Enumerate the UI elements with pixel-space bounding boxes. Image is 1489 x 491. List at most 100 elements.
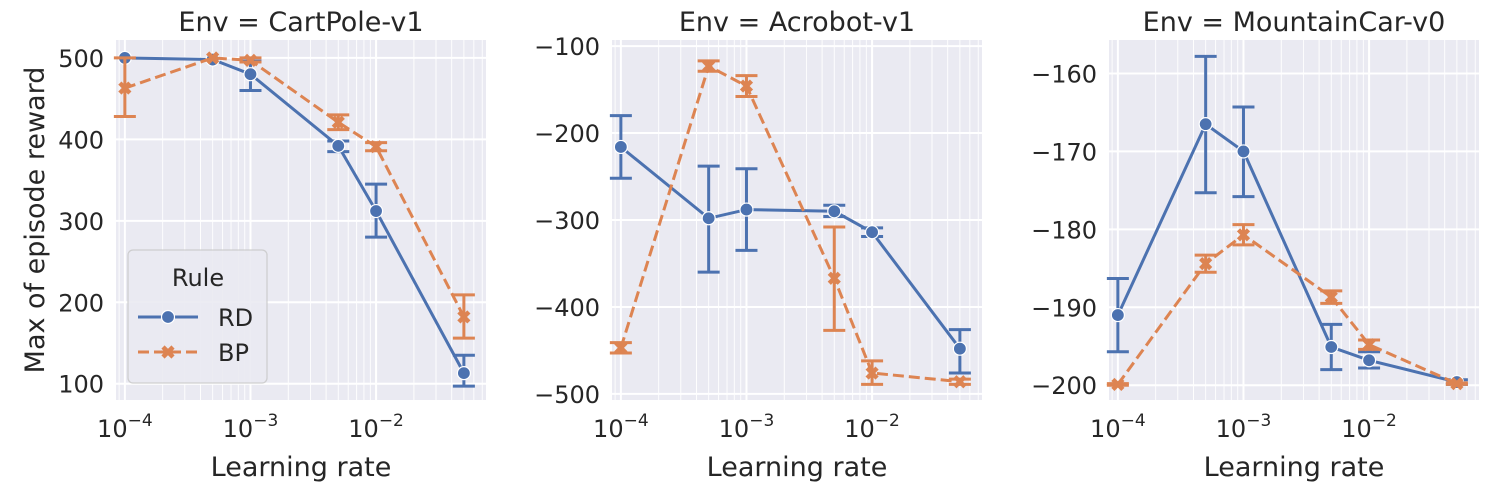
panel-title: Env = CartPole-v1 [178,7,423,38]
data-point-circle [1198,117,1213,132]
panel-2: 10−4 10−3 10−2 −500 −400 −300 −200 −100 Env = Ac… [534,7,982,483]
legend-title: Rule [172,264,224,292]
marker-stroke [1111,377,1125,392]
marker-stroke [457,310,471,324]
marker-stroke [1199,257,1213,271]
panel-3: 10−4 10−3 10−2 −200 −190 −180 −170 −160 Env = Mo… [1031,7,1479,483]
y-tick-label: 400 [58,126,104,154]
data-point-x [953,375,967,389]
y-tick-label: 100 [58,371,104,399]
x-tick-label: 10−4 [593,411,649,443]
series-line [1116,121,1458,384]
legend: Rule RD BP [127,249,268,384]
x-tick-label: 10−3 [1216,411,1272,443]
y-tick-label: 500 [58,45,104,73]
y-tick-label: 200 [58,289,104,317]
legend-label: RD [218,304,253,332]
legend-marker [160,309,176,325]
data-point-circle [456,366,471,381]
marker-stroke [118,81,132,95]
data-point-x [1199,257,1213,271]
y-tick-label: −180 [1031,216,1097,244]
data-point-x [243,53,258,67]
series-line [619,145,962,350]
x-tick-label: 10−4 [97,411,153,443]
marker-stroke [331,115,345,129]
data-point-circle [701,211,716,226]
y-tick-label: −190 [1031,294,1097,322]
y-tick-label: −500 [534,381,600,409]
data-point-x [1111,377,1125,392]
y-tick-label: −300 [534,207,600,235]
marker-stroke [1362,338,1376,352]
marker-stroke [1450,377,1464,391]
data-point-circle [243,67,258,82]
data-point-circle [1324,339,1339,355]
marker-stroke [739,79,754,93]
x-axis-label: Learning rate [707,452,888,483]
marker-stroke [243,53,258,67]
marker-stroke [1236,228,1251,242]
y-tick-label: −200 [1031,372,1097,400]
x-tick-label: 10−2 [1341,411,1397,443]
panel-title: Env = MountainCar-v0 [1143,7,1446,38]
panel-title: Env = Acrobot-v1 [679,7,915,38]
data-point-x [739,79,754,93]
data-point-x [1236,228,1251,242]
data-point-circle [1236,144,1251,159]
x-tick-label: 10−4 [1090,411,1146,443]
data-point-circle [613,139,628,155]
data-point-x [702,59,716,73]
y-tick-label: −100 [534,33,600,61]
data-point-circle [368,203,384,219]
data-point-x [369,140,383,154]
data-point-x [827,271,841,285]
data-point-x [457,310,471,324]
data-point-circle [331,138,346,153]
marker-stroke [206,51,220,65]
legend-marker [161,345,175,359]
data-point-circle [739,202,754,217]
series-bp [1106,223,1468,392]
series-line [1116,232,1458,386]
minor-gridlines [1111,40,1476,400]
data-point-x [1324,290,1338,304]
series-bp [609,59,971,389]
x-axis-label: Learning rate [1204,452,1385,483]
data-point-circle [1110,307,1125,323]
y-axis-label: Max of episode reward [20,67,51,374]
data-point-x [331,115,345,129]
legend-label: BP [218,339,249,367]
data-point-circle [1361,353,1377,368]
series-bp [113,51,475,340]
marker-stroke [614,341,628,355]
series-line [124,56,466,374]
x-tick-label: 10−2 [348,411,404,443]
marker-stroke [369,140,383,154]
marker-stroke [827,271,841,285]
x-tick-label: 10−2 [844,411,900,443]
x-tick-label: 10−3 [223,411,279,443]
panel-background [1109,40,1479,400]
y-tick-label: −170 [1031,138,1097,166]
legend-item-rd: RD [138,304,253,332]
data-point-circle [952,341,967,356]
data-point-x [206,51,220,65]
series-line [619,63,961,384]
data-point-circle [827,204,842,219]
data-point-x [614,341,628,355]
marker-stroke [953,375,967,389]
y-tick-label: −200 [534,120,600,148]
marker-stroke [865,366,879,380]
series-line [124,56,466,318]
marker-stroke [702,59,716,73]
legend-item-bp: BP [138,339,249,367]
data-point-x [865,366,879,380]
x-tick-label: 10−3 [719,411,775,443]
y-tick-label: −160 [1031,61,1097,89]
marker-stroke [1324,290,1338,304]
data-point-x [1362,338,1376,352]
y-tick-label: 300 [58,208,104,236]
x-axis-label: Learning rate [211,452,392,483]
